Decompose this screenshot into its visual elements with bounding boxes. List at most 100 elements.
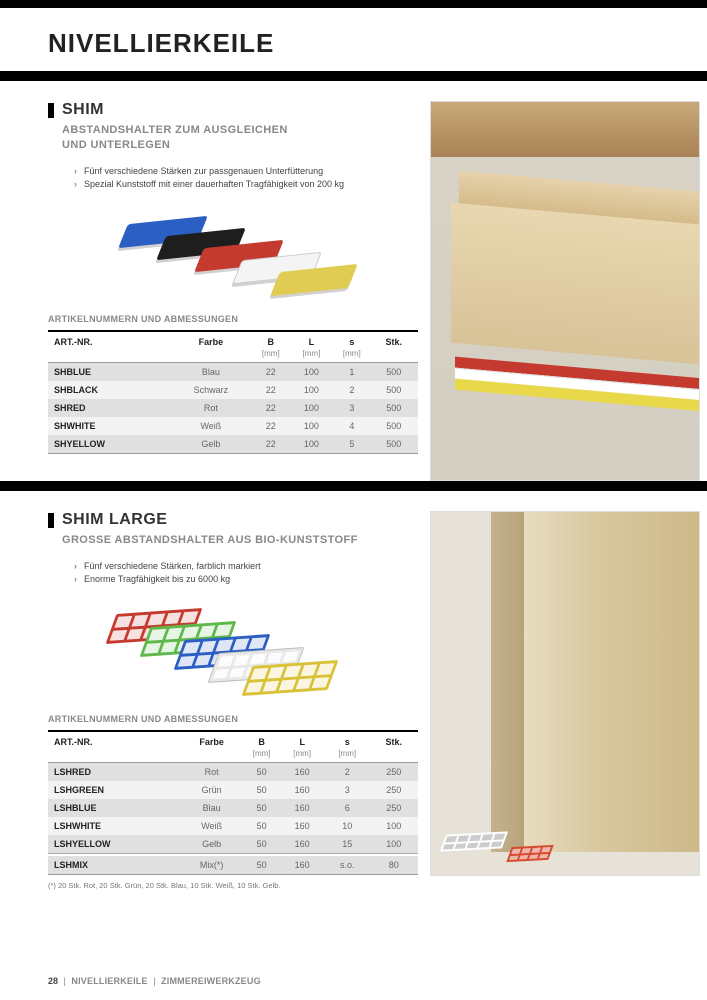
table-cell: 160 [279, 781, 325, 799]
table-row: LSHWHITEWeiß5016010100 [48, 817, 418, 835]
column-unit: [mm] [253, 349, 289, 363]
column-unit: [mm] [279, 749, 325, 763]
bullet-list: Fünf verschiedene Stärken zur passgenaue… [74, 165, 418, 192]
heading-accent-bar [48, 513, 54, 528]
table-cell: 160 [279, 762, 325, 781]
table-row: LSHBLUEBlau501606250 [48, 799, 418, 817]
table-cell: 160 [279, 817, 325, 835]
table-cell: Rot [169, 399, 253, 417]
table-cell: 100 [289, 435, 335, 454]
table-cell: 100 [289, 362, 335, 381]
section-shim-large-left: SHIM LARGE GROSSE ABSTANDSHALTER AUS BIO… [0, 511, 430, 890]
table-cell: 160 [279, 835, 325, 854]
table-cell: 250 [369, 762, 418, 781]
section-divider-bar [0, 481, 707, 491]
table-cell: 500 [369, 362, 418, 381]
table-cell: LSHGREEN [48, 781, 180, 799]
column-unit [48, 749, 180, 763]
table-cell: 15 [325, 835, 370, 854]
footer-crumb-2: ZIMMEREIWERKZEUG [161, 976, 261, 986]
bullet-item: Spezial Kunststoff mit einer dauerhaften… [74, 178, 418, 192]
table-cell: 100 [289, 381, 335, 399]
table-cell: 250 [369, 781, 418, 799]
table-cell: SHYELLOW [48, 435, 169, 454]
table-cell: LSHBLUE [48, 799, 180, 817]
shim-large-grid [242, 660, 339, 696]
table-cell: Gelb [180, 835, 244, 854]
table-cell: SHRED [48, 399, 169, 417]
table-cell: 50 [244, 835, 280, 854]
top-border-bar [0, 0, 707, 8]
column-header: Farbe [180, 731, 244, 749]
table-cell: Gelb [169, 435, 253, 454]
table-cell: 50 [244, 781, 280, 799]
section-heading: SHIM [62, 101, 104, 119]
table-cell: 22 [253, 399, 289, 417]
table-cell: 500 [369, 381, 418, 399]
column-header: L [279, 731, 325, 749]
section-shim-right [430, 101, 707, 481]
bullet-item: Enorme Tragfähigkeit bis zu 6000 kg [74, 573, 418, 587]
column-unit: [mm] [289, 349, 335, 363]
table-cell: 22 [253, 435, 289, 454]
table-cell: 22 [253, 381, 289, 399]
table-cell: 22 [253, 417, 289, 435]
bullet-item: Fünf verschiedene Stärken, farblich mark… [74, 560, 418, 574]
column-unit: [mm] [325, 749, 370, 763]
table-row: SHREDRot221003500 [48, 399, 418, 417]
table-cell: Rot [180, 762, 244, 781]
table-cell: 100 [289, 399, 335, 417]
table-cell: SHBLACK [48, 381, 169, 399]
column-header: B [244, 731, 280, 749]
table-cell: 160 [279, 856, 325, 875]
table-cell: Grün [180, 781, 244, 799]
table-cell: LSHYELLOW [48, 835, 180, 854]
column-header: Farbe [169, 331, 253, 349]
shim-table: ART.-NR.FarbeBLsStk. [mm][mm][mm] SHBLUE… [48, 330, 418, 454]
product-illustration-shim-large [48, 601, 418, 696]
table-cell: SHWHITE [48, 417, 169, 435]
table-row: LSHREDRot501602250 [48, 762, 418, 781]
shim-large-table: ART.-NR.FarbeBLsStk. [mm][mm][mm] LSHRED… [48, 730, 418, 876]
table-cell: Mix(*) [180, 856, 244, 875]
column-unit [48, 349, 169, 363]
table-cell: 100 [369, 835, 418, 854]
floor-shim-red [506, 845, 553, 862]
table-cell: 2 [325, 762, 370, 781]
bullet-item: Fünf verschiedene Stärken zur passgenaue… [74, 165, 418, 179]
table-cell: 250 [369, 799, 418, 817]
table-cell: 80 [369, 856, 418, 875]
column-header: s [334, 331, 369, 349]
footer-crumb-1: NIVELLIERKEILE [71, 976, 147, 986]
heading-accent-bar [48, 103, 54, 118]
table-cell: SHBLUE [48, 362, 169, 381]
table-cell: 3 [325, 781, 370, 799]
table-cell: 6 [325, 799, 370, 817]
table-cell: 2 [334, 381, 369, 399]
table-cell: 160 [279, 799, 325, 817]
table-row: SHYELLOWGelb221005500 [48, 435, 418, 454]
table-cell: 500 [369, 417, 418, 435]
table-row: LSHGREENGrün501603250 [48, 781, 418, 799]
column-header: s [325, 731, 370, 749]
section-subheading: ABSTANDSHALTER ZUM AUSGLEICHENUND UNTERL… [62, 123, 418, 153]
table-cell: Weiß [180, 817, 244, 835]
column-unit [180, 749, 244, 763]
column-header: Stk. [369, 331, 418, 349]
title-underline-bar [0, 71, 707, 81]
table-cell: 22 [253, 362, 289, 381]
table-cell: Blau [169, 362, 253, 381]
table-cell: 50 [244, 856, 280, 875]
section-subheading: GROSSE ABSTANDSHALTER AUS BIO-KUNSTSTOFF [62, 533, 418, 548]
table-cell: 3 [334, 399, 369, 417]
table-caption: ARTIKELNUMMERN UND ABMESSUNGEN [48, 314, 418, 324]
column-header: L [289, 331, 335, 349]
column-header: ART.-NR. [48, 331, 169, 349]
table-row: SHWHITEWeiß221004500 [48, 417, 418, 435]
table-row: LSHMIXMix(*)50160s.o.80 [48, 856, 418, 875]
table-cell: 4 [334, 417, 369, 435]
table-row: SHBLUEBlau221001500 [48, 362, 418, 381]
section-shim-left: SHIM ABSTANDSHALTER ZUM AUSGLEICHENUND U… [0, 101, 430, 481]
table-cell: LSHMIX [48, 856, 180, 875]
table-cell: LSHWHITE [48, 817, 180, 835]
